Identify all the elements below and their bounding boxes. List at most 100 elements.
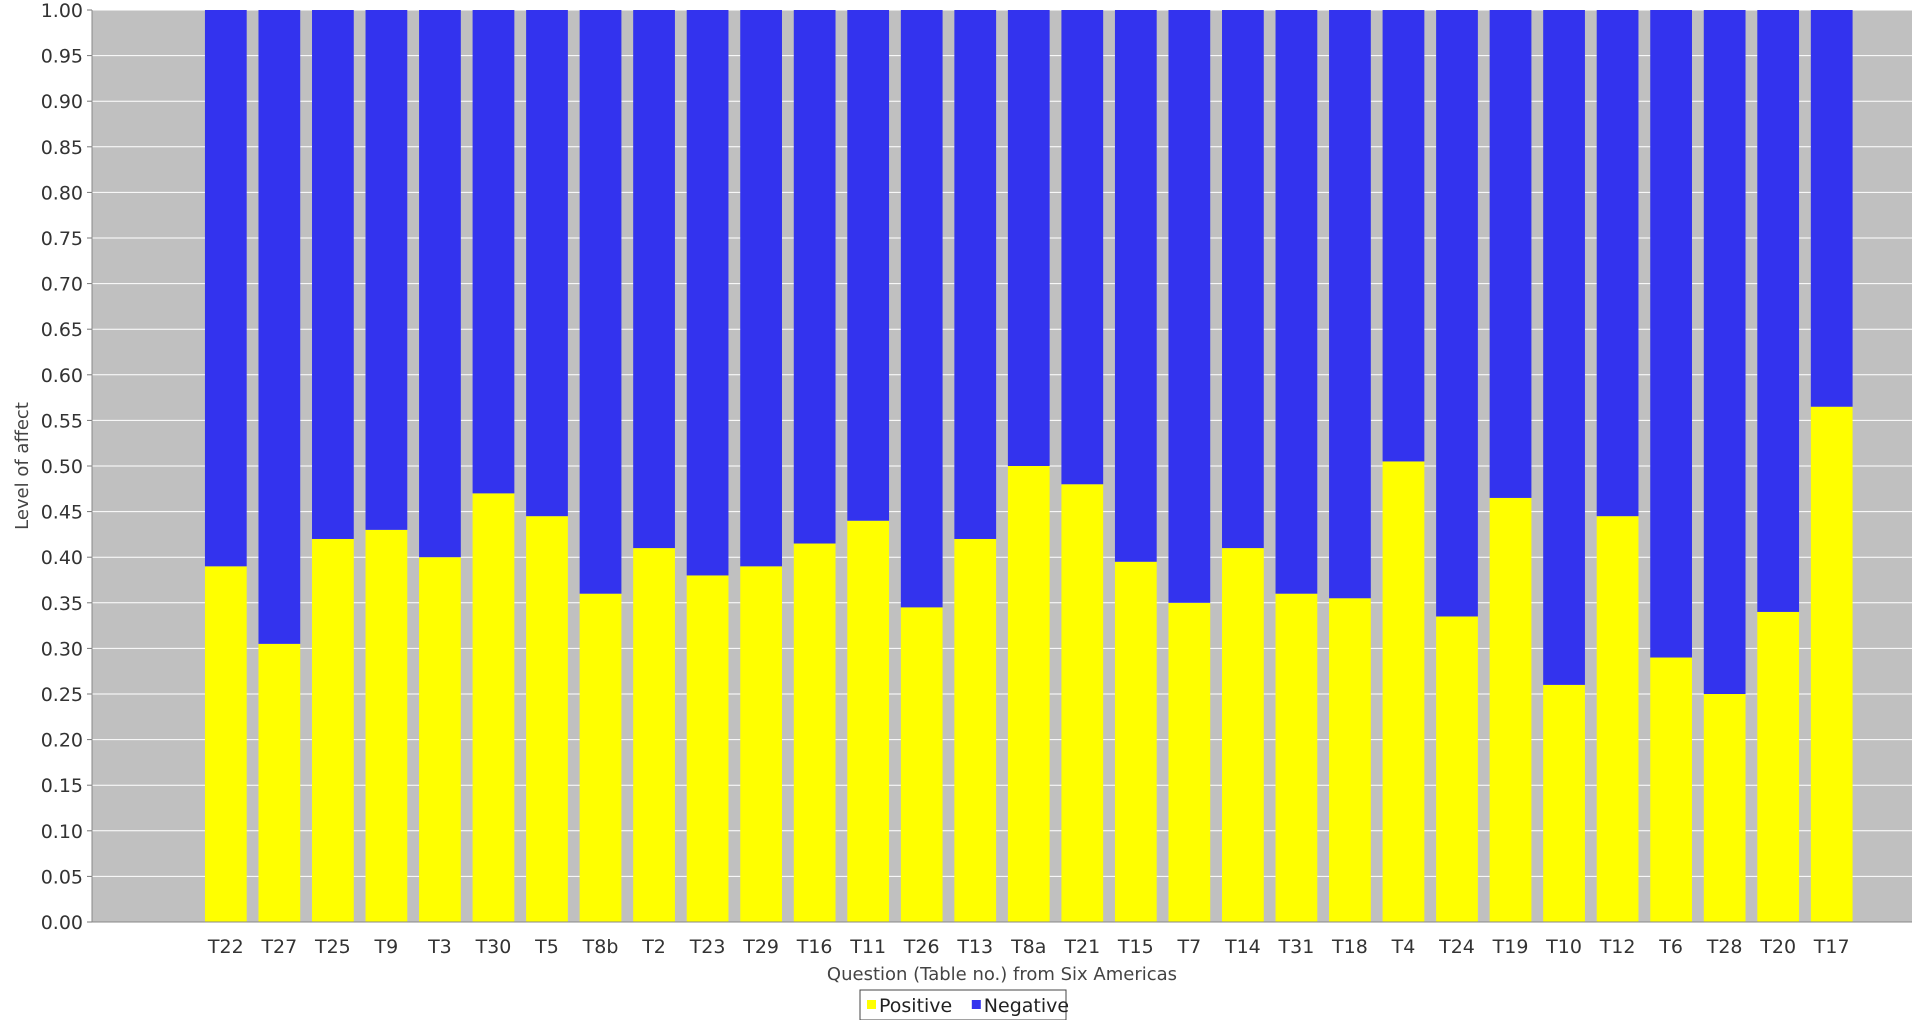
x-tick-label: T30 <box>475 936 512 958</box>
bar-negative-T18 <box>1329 10 1371 599</box>
bar-negative-T6 <box>1650 10 1692 658</box>
bar-positive-T19 <box>1489 497 1532 922</box>
y-tick-label: 0.55 <box>41 410 83 432</box>
x-tick-label: T8b <box>582 936 619 958</box>
x-tick-label: T7 <box>1177 936 1202 958</box>
x-tick-label: T24 <box>1438 936 1475 958</box>
bar-negative-T19 <box>1489 10 1532 498</box>
bar-positive-T24 <box>1436 616 1478 922</box>
legend: Positive Negative <box>859 989 1069 1020</box>
x-tick-label: T21 <box>1063 936 1100 958</box>
x-tick-label: T26 <box>903 936 940 958</box>
x-tick-label: T4 <box>1391 936 1416 958</box>
bar-positive-T27 <box>258 643 301 922</box>
bar-positive-T4 <box>1382 461 1425 922</box>
bar-positive-T11 <box>847 520 890 922</box>
y-axis-title: Level of affect <box>12 402 33 530</box>
x-tick-label: T15 <box>1117 936 1154 958</box>
x-tick-label: T2 <box>641 936 666 958</box>
x-axis-title: Question (Table no.) from Six Americas <box>827 964 1177 985</box>
y-tick-label: 0.75 <box>41 228 83 250</box>
bar-positive-T23 <box>686 575 729 922</box>
bar-negative-T31 <box>1275 10 1318 594</box>
x-tick-label: T28 <box>1706 936 1743 958</box>
y-tick-label: 0.15 <box>41 775 83 797</box>
y-tick-label: 1.00 <box>41 0 83 22</box>
bar-positive-T29 <box>740 566 782 922</box>
y-tick-label: 0.30 <box>41 638 83 660</box>
bar-negative-T25 <box>312 10 354 539</box>
bar-positive-T25 <box>312 538 354 922</box>
x-tick-label: T13 <box>956 936 993 958</box>
bar-positive-T8b <box>579 593 622 922</box>
bar-negative-T10 <box>1543 10 1585 685</box>
legend-swatch-positive <box>867 1000 876 1009</box>
bar-negative-T24 <box>1436 10 1478 617</box>
bar-positive-T3 <box>419 557 461 922</box>
x-tick-label: T3 <box>427 936 452 958</box>
x-tick-label: T27 <box>260 936 297 958</box>
bars <box>204 10 1853 923</box>
x-tick-label: T12 <box>1599 936 1636 958</box>
bar-negative-T26 <box>900 10 943 608</box>
bar-positive-T8a <box>1007 466 1050 922</box>
y-tick-label: 0.80 <box>41 182 83 204</box>
bar-negative-T12 <box>1596 10 1639 517</box>
x-tick-label: T31 <box>1278 936 1315 958</box>
bar-negative-T13 <box>954 10 997 539</box>
bar-positive-T28 <box>1703 694 1746 922</box>
bar-negative-T3 <box>419 10 461 558</box>
y-tick-label: 0.10 <box>41 821 83 843</box>
bar-negative-T14 <box>1222 10 1264 549</box>
bar-positive-T16 <box>793 543 836 922</box>
x-tick-label: T29 <box>742 936 779 958</box>
bar-negative-T22 <box>204 10 247 567</box>
x-tick-label: T17 <box>1813 936 1850 958</box>
bar-negative-T11 <box>847 10 890 521</box>
bar-negative-T27 <box>258 10 301 644</box>
y-tick-label: 0.25 <box>41 684 83 706</box>
y-tick-label: 0.40 <box>41 547 83 569</box>
bar-positive-T7 <box>1168 602 1211 922</box>
x-tick-label: T10 <box>1545 936 1582 958</box>
y-tick-label: 0.90 <box>41 91 83 113</box>
x-tick-label: T22 <box>207 936 244 958</box>
x-tick-label: T5 <box>534 936 559 958</box>
y-tick-label: 0.70 <box>41 274 83 296</box>
x-tick-label: T11 <box>849 936 886 958</box>
x-tick-label: T8a <box>1010 936 1046 958</box>
legend-swatch-negative <box>971 1000 981 1009</box>
y-tick-label: 0.60 <box>41 365 83 387</box>
y-tick-label: 0.05 <box>41 866 83 888</box>
gridlines <box>92 9 1912 923</box>
x-tick-label: T23 <box>689 936 726 958</box>
y-axis: 0.00 0.05 0.10 0.15 0.20 0.25 0.30 0.35 0.40 0.45… <box>41 0 93 934</box>
bar-positive-T18 <box>1329 598 1371 922</box>
y-tick-label: 0.00 <box>41 912 83 934</box>
x-tick-label: T18 <box>1331 936 1368 958</box>
x-tick-label: T16 <box>796 936 833 958</box>
bar-positive-T20 <box>1757 611 1800 922</box>
bar-positive-T14 <box>1222 548 1264 922</box>
bar-negative-T20 <box>1757 10 1800 612</box>
x-axis: T22 T27 T25 T9 T3 T30 T5 T8b T2 T23 T29 T16 T11 T26 T1… <box>92 921 1912 958</box>
bar-negative-T29 <box>740 10 782 567</box>
legend-label-positive: Positive <box>879 995 952 1017</box>
x-tick-label: T14 <box>1224 936 1261 958</box>
y-tick-label: 0.45 <box>41 502 83 524</box>
bar-negative-T7 <box>1168 10 1211 603</box>
bar-negative-T8a <box>1007 10 1050 466</box>
bar-negative-T4 <box>1382 10 1425 462</box>
x-tick-label: T6 <box>1658 936 1683 958</box>
bar-negative-T9 <box>365 10 408 530</box>
legend-label-negative: Negative <box>984 995 1069 1017</box>
bar-positive-T21 <box>1061 484 1104 922</box>
x-tick-label: T19 <box>1492 936 1529 958</box>
y-tick-label: 0.65 <box>41 319 83 341</box>
bar-negative-T21 <box>1061 10 1104 485</box>
y-tick-label: 0.50 <box>41 456 83 478</box>
y-tick-label: 0.85 <box>41 137 83 159</box>
bar-negative-T5 <box>526 10 568 517</box>
bar-negative-T8b <box>579 10 622 594</box>
bar-negative-T17 <box>1810 10 1853 407</box>
